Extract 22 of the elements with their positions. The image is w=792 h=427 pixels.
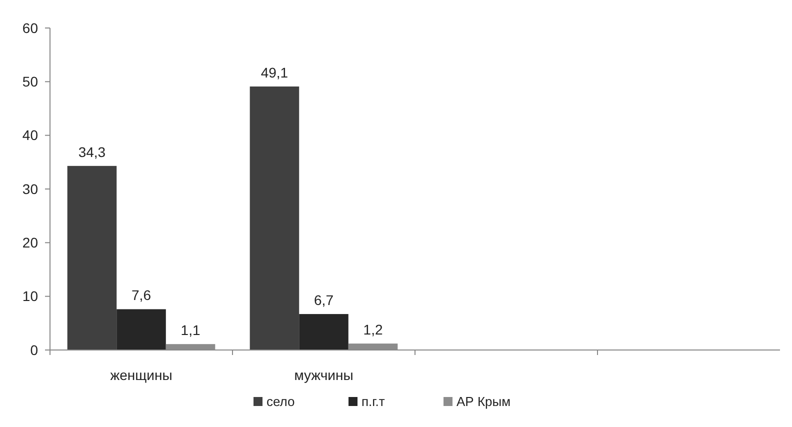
legend-label: АР Крым: [456, 394, 511, 409]
legend-label: п.г.т: [362, 394, 385, 409]
x-tick-label: мужчины: [294, 367, 354, 383]
data-label: 1,2: [363, 322, 383, 338]
y-tick-label: 20: [22, 234, 38, 251]
data-label: 6,7: [314, 292, 334, 308]
y-tick-label: 40: [22, 127, 38, 144]
y-tick-label: 30: [22, 180, 38, 197]
data-label: 1,1: [180, 322, 200, 338]
y-tick-label: 50: [22, 74, 38, 90]
y-tick-label: 10: [22, 288, 38, 304]
y-tick-label: 0: [30, 342, 38, 358]
bar: [250, 86, 300, 350]
data-label: 7,6: [132, 287, 152, 304]
bar: [299, 314, 348, 350]
legend-label: село: [266, 394, 295, 409]
data-label: 34,3: [78, 144, 106, 160]
bar: [116, 309, 166, 350]
data-label: 49,1: [260, 64, 288, 80]
x-tick-label: женщины: [110, 367, 172, 383]
bar: [67, 166, 117, 350]
y-tick-label: 60: [22, 20, 38, 36]
